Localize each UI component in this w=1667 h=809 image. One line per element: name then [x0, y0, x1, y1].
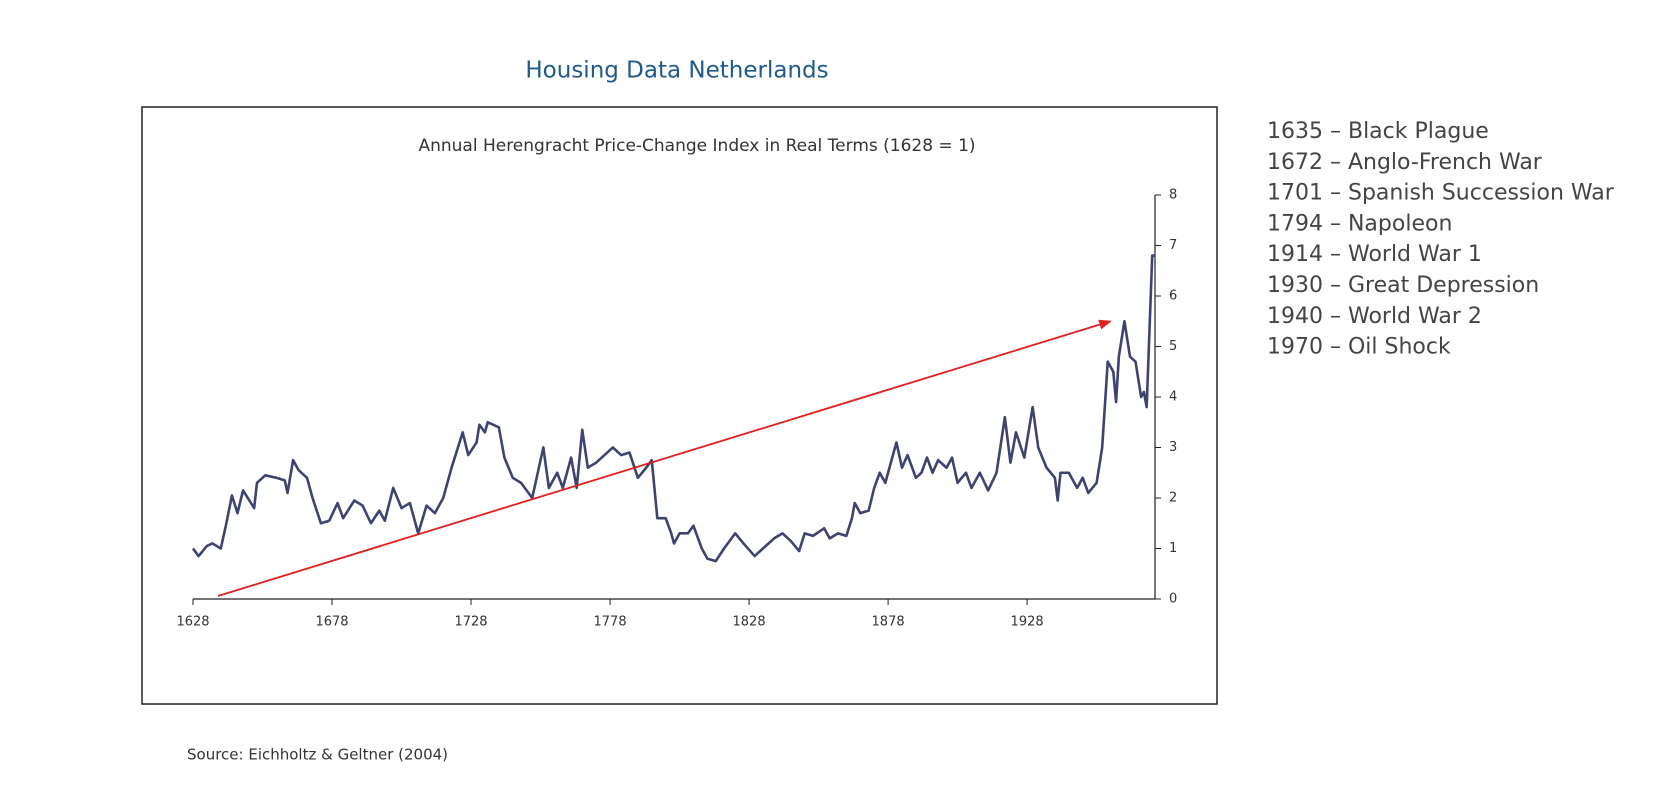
- y-tick-label: 2: [1169, 491, 1177, 506]
- x-tick-label: 1678: [315, 615, 348, 630]
- event-item: 1930 – Great Depression: [1267, 273, 1539, 298]
- y-tick-label: 0: [1169, 592, 1177, 607]
- x-tick-label: 1928: [1011, 615, 1044, 630]
- y-tick-label: 4: [1169, 390, 1177, 405]
- x-tick-label: 1878: [872, 615, 905, 630]
- event-item: 1794 – Napoleon: [1267, 211, 1452, 236]
- event-item: 1970 – Oil Shock: [1267, 335, 1451, 360]
- x-tick-label: 1628: [176, 615, 209, 630]
- y-tick-label: 1: [1169, 541, 1177, 556]
- y-tick-label: 3: [1169, 440, 1177, 455]
- y-tick-label: 6: [1169, 289, 1177, 304]
- data-line: [191, 254, 1155, 563]
- event-item: 1914 – World War 1: [1267, 242, 1482, 267]
- x-tick-label: 1728: [454, 615, 487, 630]
- y-tick-label: 8: [1169, 188, 1177, 203]
- trend-arrow: [217, 319, 1112, 597]
- y-tick-label: 7: [1169, 238, 1177, 253]
- slide-title: Housing Data Netherlands: [525, 58, 828, 84]
- x-tick-label: 1778: [594, 615, 627, 630]
- event-item: 1940 – World War 2: [1267, 304, 1482, 329]
- chart-title: Annual Herengracht Price-Change Index in…: [418, 136, 975, 156]
- chart-frame: [141, 106, 1218, 705]
- event-item: 1701 – Spanish Succession War: [1267, 181, 1615, 206]
- event-item: 1672 – Anglo-French War: [1267, 150, 1543, 175]
- source: Source: Eichholtz & Geltner (2004): [187, 746, 448, 764]
- x-tick-label: 1828: [733, 615, 766, 630]
- y-tick-label: 5: [1169, 339, 1177, 354]
- event-item: 1635 – Black Plague: [1267, 119, 1489, 144]
